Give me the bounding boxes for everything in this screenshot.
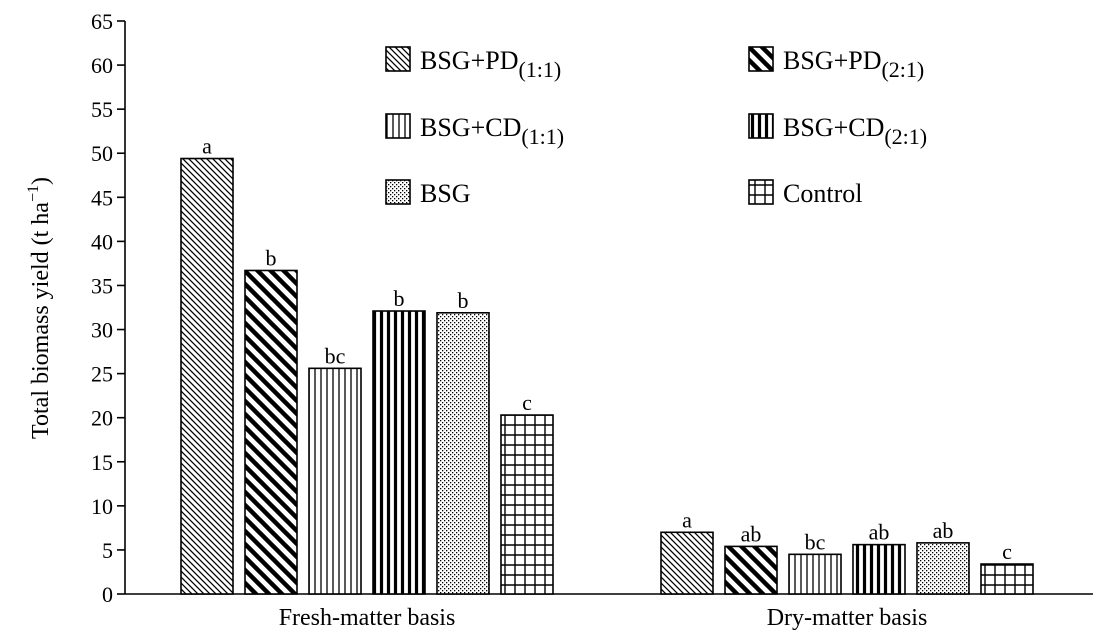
legend-swatch (748, 179, 774, 205)
y-tick-label: 40 (91, 229, 113, 254)
legend-label-subscript: (1:1) (521, 124, 564, 149)
y-tick-label: 50 (91, 141, 113, 166)
bar (852, 543, 906, 595)
significance-letter: ab (741, 521, 762, 546)
bar (724, 545, 778, 595)
significance-letter: bc (805, 529, 826, 554)
bar (660, 531, 714, 595)
significance-letter: c (1002, 539, 1012, 564)
category-label: Fresh-matter basis (279, 605, 456, 631)
y-axis-label: Total biomass yield (t ha−1) (25, 177, 54, 439)
significance-letter: b (266, 245, 277, 270)
y-tick-label: 35 (91, 273, 113, 298)
legend-swatch (385, 113, 411, 139)
legend-label: Control (783, 179, 862, 208)
bar (980, 563, 1034, 595)
legend-swatch (385, 46, 411, 72)
category-label: Dry-matter basis (767, 605, 928, 631)
bar (244, 269, 298, 595)
significance-letter: ab (933, 518, 954, 543)
legend-label-name: BSG+PD (420, 46, 518, 75)
y-tick-label: 65 (91, 9, 113, 34)
legend-label-subscript: (2:1) (881, 57, 924, 82)
significance-letter: ab (869, 520, 890, 545)
legend-swatch (748, 46, 774, 72)
y-tick-label: 25 (91, 362, 113, 387)
legend-label: BSG (420, 179, 471, 208)
legend-label-name: BSG+CD (783, 113, 884, 142)
bar (788, 553, 842, 595)
y-tick-label: 45 (91, 185, 113, 210)
bar (308, 367, 362, 595)
y-axis-label-main: Total biomass yield (t ha (28, 202, 54, 439)
category-labels: Fresh-matter basis Dry-matter basis (279, 605, 928, 631)
y-tick-label: 10 (91, 494, 113, 519)
y-tick-label: 0 (102, 582, 113, 607)
significance-letter: c (522, 390, 532, 415)
legend-label-subscript: (1:1) (518, 57, 561, 82)
bar (372, 310, 426, 595)
y-axis-label-superscript: −1 (25, 185, 42, 202)
y-tick-label: 30 (91, 318, 113, 343)
legend: BSG+PD(1:1) BSG+PD(2:1)BSG+CD(1:1) BSG+CD(… (385, 46, 927, 208)
significance-letter: a (202, 134, 212, 159)
bar (436, 311, 490, 595)
y-tick-label: 55 (91, 97, 113, 122)
bars (180, 157, 1034, 595)
significance-letter: a (682, 507, 692, 532)
bar (500, 414, 554, 595)
legend-label: BSG+CD(1:1) (420, 113, 564, 149)
bar (916, 542, 970, 595)
y-axis-ticks: 0 5 10 15 20 25 30 35 40 45 50 55 60 65 (91, 9, 125, 607)
legend-swatch (385, 179, 411, 205)
legend-label-name: BSG+PD (783, 46, 881, 75)
bar (180, 157, 234, 595)
legend-label: BSG+CD(2:1) (783, 113, 927, 149)
legend-label: BSG+PD(1:1) (420, 46, 561, 82)
legend-label-name: BSG+CD (420, 113, 521, 142)
legend-swatch (748, 113, 774, 139)
significance-letter: bc (325, 343, 346, 368)
legend-label: BSG+PD(2:1) (783, 46, 924, 82)
y-tick-label: 60 (91, 53, 113, 78)
legend-label-name: Control (783, 179, 862, 208)
significance-letter: b (394, 286, 405, 311)
legend-label-subscript: (2:1) (884, 124, 927, 149)
y-tick-label: 20 (91, 406, 113, 431)
y-tick-label: 15 (91, 450, 113, 475)
y-axis-label-close: ) (28, 177, 54, 185)
y-tick-label: 5 (102, 538, 113, 563)
significance-letter: b (458, 288, 469, 313)
legend-label-name: BSG (420, 179, 471, 208)
